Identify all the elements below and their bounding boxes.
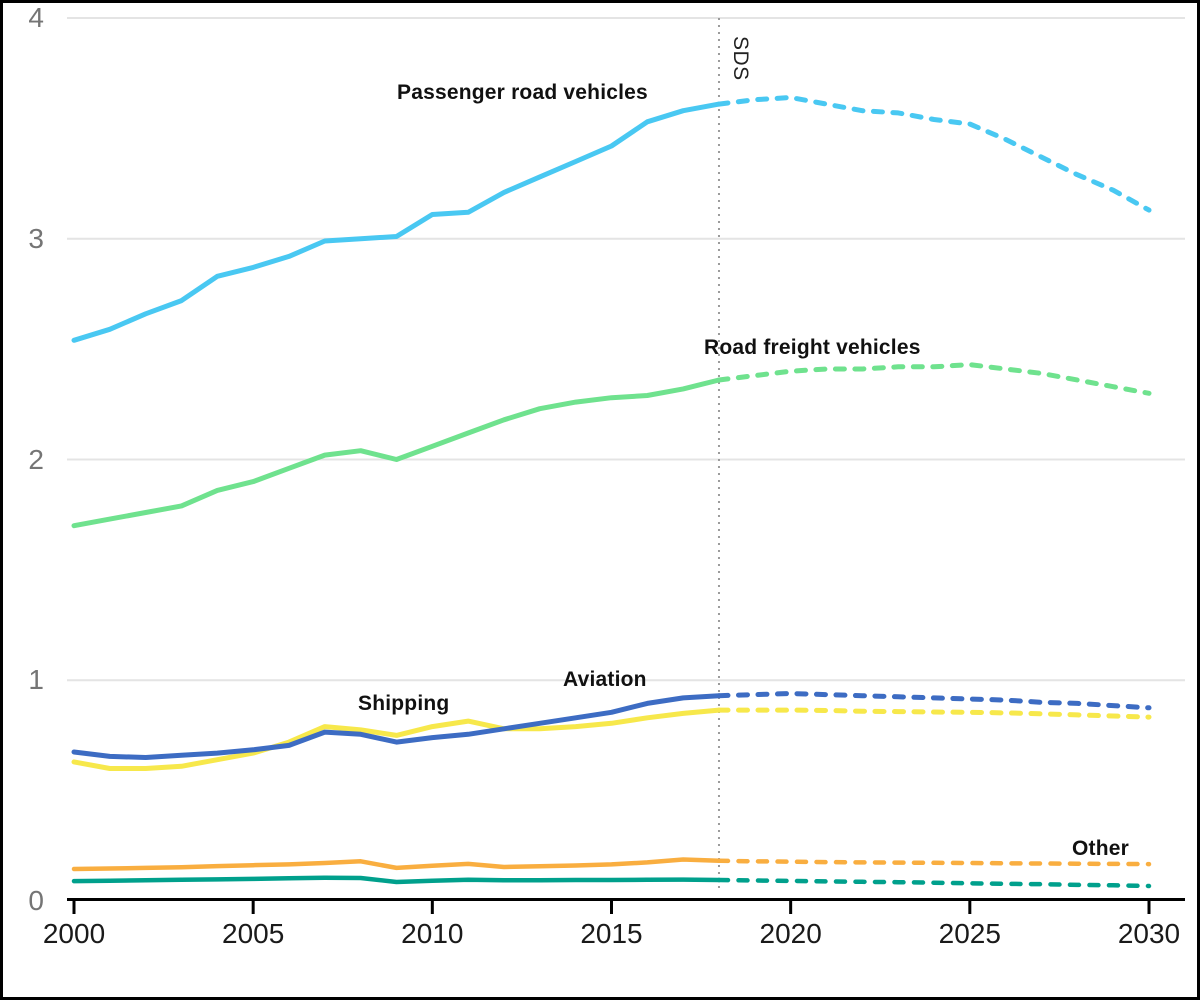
series-aviation-projection: [716, 691, 1152, 711]
series-unlabeled-teal-series-history: [71, 875, 722, 885]
series-unlabeled-teal-series-projection: [716, 877, 1152, 889]
x-axis-tick-label-2030: 2030: [1117, 918, 1181, 949]
series-label-shipping: Shipping: [358, 692, 450, 715]
x-axis-tick-label-2015: 2015: [580, 918, 643, 949]
x-axis-tick-label-2010: 2010: [401, 918, 464, 949]
series-label-passenger-road-vehicles: Passenger road vehicles: [397, 81, 648, 104]
x-axis-tick-label-2005: 2005: [222, 918, 285, 949]
series-shipping-history: [71, 707, 722, 771]
series-other-projection: [716, 858, 1152, 867]
series-road-freight-vehicles-history: [71, 377, 722, 529]
series-label-aviation: Aviation: [563, 668, 647, 691]
series-passenger-road-vehicles-projection: [716, 95, 1152, 213]
series-shipping-projection: [716, 707, 1152, 720]
y-axis-tick-label-0: 0: [28, 885, 44, 916]
series-label-other: Other: [1072, 837, 1130, 860]
x-axis-tick-label-2020: 2020: [759, 918, 822, 949]
series-passenger-road-vehicles-history: [71, 101, 722, 343]
y-axis-tick-label-4: 4: [28, 2, 44, 33]
series-road-freight-vehicles-projection: [716, 362, 1152, 396]
series-aviation-history: [71, 693, 722, 760]
series-other-history: [71, 857, 722, 872]
y-axis-tick-label-2: 2: [28, 443, 44, 475]
x-axis-tick-label-2000: 2000: [42, 918, 106, 949]
y-axis-tick-label-1: 1: [28, 664, 44, 696]
sds-scenario-label: SDS: [729, 36, 752, 81]
x-axis-tick-label-2025: 2025: [938, 918, 1001, 949]
y-axis-tick-label-3: 3: [28, 222, 44, 254]
series-label-road-freight-vehicles: Road freight vehicles: [704, 336, 921, 359]
